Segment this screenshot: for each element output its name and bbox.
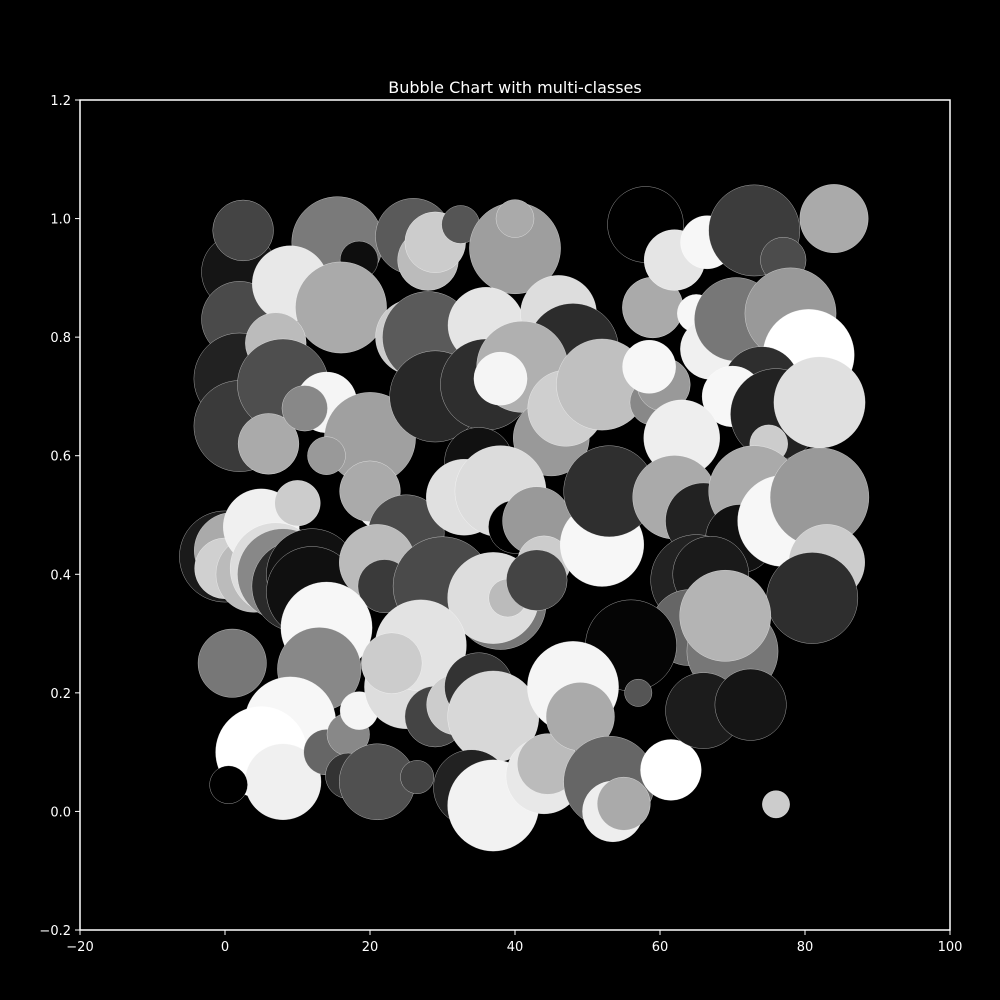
- x-tick-label: 40: [507, 940, 524, 955]
- bubble-point: [361, 632, 423, 694]
- bubble-point: [307, 436, 346, 475]
- y-tick-label: −0.2: [39, 924, 71, 939]
- y-tick-label: 0.8: [50, 331, 71, 346]
- x-tick-label: 80: [797, 940, 814, 955]
- bubble-point: [799, 184, 869, 254]
- bubble-layer: [179, 184, 870, 852]
- bubble-point: [197, 628, 267, 698]
- bubble-point: [295, 261, 387, 354]
- y-tick-label: 0.4: [50, 568, 71, 583]
- bubble-point: [773, 356, 866, 449]
- bubble-point: [766, 552, 859, 644]
- x-tick-label: 20: [362, 940, 379, 955]
- bubble-point: [506, 549, 568, 611]
- bubble-point: [281, 385, 328, 432]
- bubble-point: [762, 790, 790, 819]
- chart-title: Bubble Chart with multi-classes: [388, 78, 641, 97]
- bubble-point: [622, 339, 676, 394]
- bubble-point: [209, 765, 248, 804]
- y-tick-label: 0.2: [50, 687, 71, 702]
- y-tick-label: 0.0: [50, 805, 71, 820]
- bubble-point: [495, 199, 535, 238]
- bubble-point: [714, 668, 787, 741]
- bubble-point: [400, 760, 435, 795]
- bubble-point: [640, 739, 702, 801]
- bubble-point: [237, 413, 300, 475]
- bubble-point: [596, 776, 651, 831]
- x-tick-label: 100: [938, 940, 963, 955]
- bubble-point: [473, 351, 528, 406]
- x-tick-label: −20: [66, 940, 93, 955]
- y-axis: −0.2 0.0 0.2 0.4 0.6 0.8 1.0 1.2: [39, 94, 80, 939]
- bubble-point: [274, 480, 321, 527]
- y-tick-label: 1.0: [50, 213, 71, 228]
- y-tick-label: 0.6: [50, 450, 71, 465]
- bubble-point: [212, 199, 274, 262]
- x-axis: −20 0 20 40 60 80 100: [66, 930, 962, 955]
- bubble-point: [624, 678, 653, 707]
- x-tick-label: 60: [652, 940, 669, 955]
- x-tick-label: 0: [221, 940, 229, 955]
- y-tick-label: 1.2: [50, 94, 71, 109]
- bubble-point: [679, 569, 772, 662]
